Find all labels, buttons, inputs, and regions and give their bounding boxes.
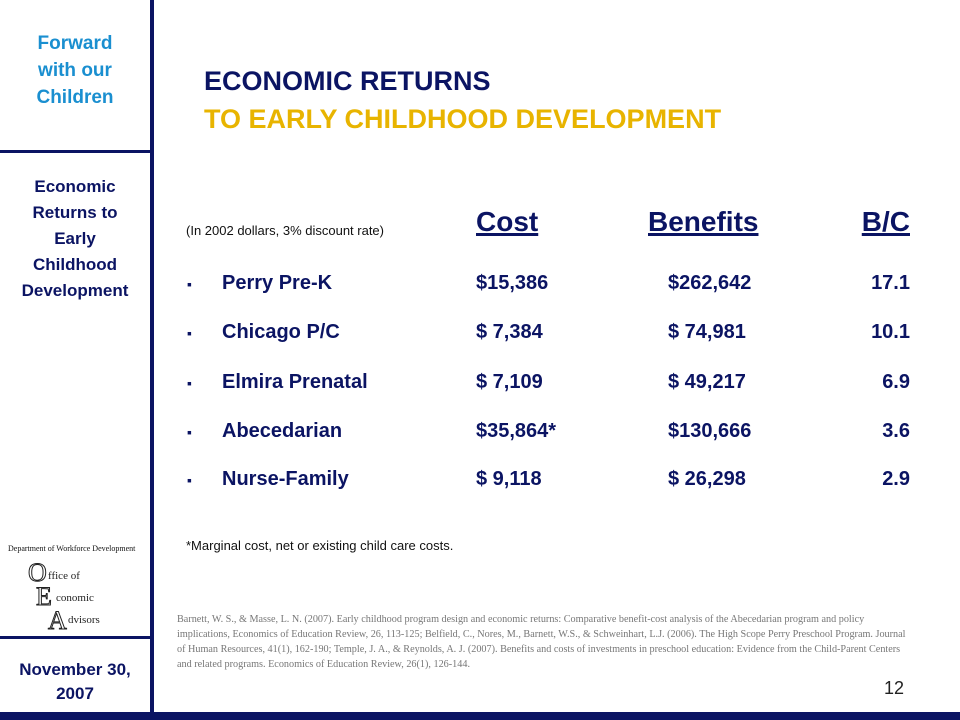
bc-cell: 10.1	[871, 321, 910, 343]
topic-line: Economic	[34, 177, 116, 196]
bullet-icon: ▪	[187, 325, 192, 341]
topic-line: Childhood	[32, 255, 118, 274]
sidebar-divider	[0, 636, 152, 639]
presentation-date: November 30, 2007	[0, 658, 150, 706]
table-note: (In 2002 dollars, 3% discount rate)	[186, 223, 384, 238]
bc-cell: 6.9	[882, 371, 910, 393]
program-name-cell: Chicago P/C	[222, 321, 340, 343]
benefits-cell: $ 26,298	[668, 468, 746, 490]
program-name: Forward with our Children	[0, 30, 150, 111]
sidebar: Forward with our Children Economic Retur…	[0, 0, 152, 715]
bc-cell: 3.6	[882, 420, 910, 442]
cost-cell: $35,864*	[476, 420, 557, 442]
program-name-cell: Elmira Prenatal	[222, 371, 368, 393]
program-line: with our	[38, 60, 112, 81]
benefits-cell: $ 74,981	[668, 321, 746, 343]
logo-word: dvisors	[68, 614, 100, 626]
program-name-cell: Abecedarian	[222, 420, 343, 442]
header-cost: Cost	[476, 206, 539, 237]
table-row: ▪ Perry Pre-K $15,386 $262,642 17.1	[0, 272, 960, 302]
bc-cell: 2.9	[882, 468, 910, 490]
logo-department: Department of Workforce Development	[8, 544, 136, 553]
bullet-icon: ▪	[187, 472, 192, 488]
program-name-cell: Perry Pre-K	[222, 272, 333, 294]
page-number: 12	[884, 678, 905, 698]
bullet-icon: ▪	[187, 375, 192, 391]
topic-line: Development	[21, 281, 129, 300]
footnote: *Marginal cost, net or existing child ca…	[186, 538, 454, 553]
benefits-cell: $262,642	[668, 272, 752, 294]
logo-word: ffice of	[48, 570, 80, 582]
footer-bar	[0, 712, 960, 720]
logo-initial: A	[48, 606, 67, 633]
topic-line: Early	[54, 229, 96, 248]
office-logo: Department of Workforce Development O ff…	[8, 544, 148, 636]
cost-cell: $ 7,384	[476, 321, 543, 343]
table-row: ▪ Abecedarian $35,864* $130,666 3.6	[0, 420, 960, 450]
header-bc: B/C	[861, 206, 910, 237]
logo-word: conomic	[56, 592, 94, 604]
table-row: ▪ Nurse-Family $ 9,118 $ 26,298 2.9	[0, 468, 960, 498]
slide-title: ECONOMIC RETURNS	[204, 66, 491, 96]
slide-subtitle: TO EARLY CHILDHOOD DEVELOPMENT	[204, 104, 722, 134]
table-row: ▪ Chicago P/C $ 7,384 $ 74,981 10.1	[0, 321, 960, 351]
cost-cell: $15,386	[476, 272, 549, 294]
program-line: Forward	[37, 33, 113, 54]
date-line: November 30,	[19, 660, 131, 679]
sidebar-divider	[0, 150, 152, 153]
program-name-cell: Nurse-Family	[222, 468, 349, 490]
logo-initial: E	[36, 582, 52, 611]
sidebar-border	[150, 0, 154, 715]
cost-cell: $ 9,118	[476, 468, 542, 490]
table-row: ▪ Elmira Prenatal $ 7,109 $ 49,217 6.9	[0, 371, 960, 401]
benefits-cell: $130,666	[668, 420, 752, 442]
program-line: Children	[36, 87, 114, 108]
topic-line: Returns to	[32, 203, 118, 222]
logo-initial: O	[28, 558, 47, 587]
date-line: 2007	[56, 684, 94, 703]
references: Barnett, W. S., & Masse, L. N. (2007). E…	[177, 614, 906, 670]
topic-name: Economic Returns to Early Childhood Deve…	[0, 174, 150, 304]
benefits-cell: $ 49,217	[668, 371, 746, 393]
header-benefits: Benefits	[648, 206, 759, 237]
logo-mark: O ffice of E conomic A dvisors	[28, 558, 100, 636]
cost-cell: $ 7,109	[476, 371, 543, 393]
bullet-icon: ▪	[187, 424, 192, 440]
bc-cell: 17.1	[871, 272, 910, 294]
bullet-icon: ▪	[187, 276, 192, 292]
